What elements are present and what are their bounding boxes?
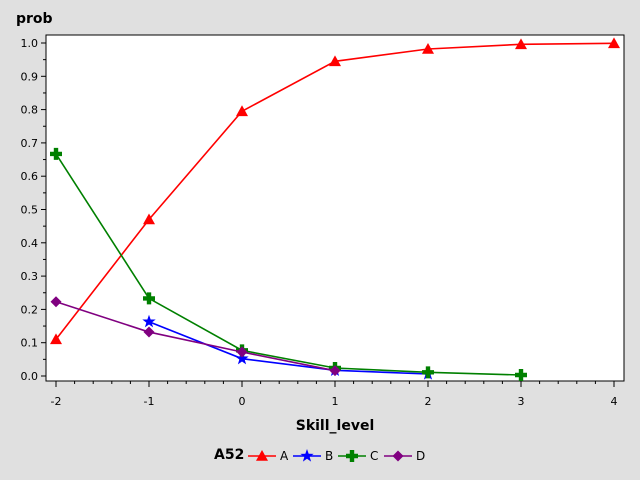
- series-point-a: [50, 333, 62, 345]
- y-tick-label: 0.8: [21, 104, 39, 117]
- series-point-c: [143, 292, 155, 305]
- legend-label-a: A: [280, 449, 289, 463]
- y-axis: 0.0 0.1 0.2 0.3 0.4 0.5 0.6 0.7 0.8 0.9 1.0: [21, 37, 46, 383]
- series-layer: [50, 37, 620, 382]
- series-point-d: [50, 296, 62, 308]
- y-tick-label: 0.6: [21, 170, 39, 183]
- series-point-c: [422, 366, 434, 379]
- series-point-d: [236, 346, 248, 358]
- series-point-a: [422, 42, 434, 54]
- x-axis: -2 -1 0 1 2 3 4: [51, 381, 618, 408]
- series-line-b: [148, 320, 429, 375]
- x-tick-label: 1: [332, 395, 339, 408]
- y-tick-label: 0.3: [21, 270, 39, 283]
- series-point-a: [515, 38, 527, 50]
- y-axis-title: prob: [16, 11, 53, 27]
- y-tick-label: 0.4: [21, 237, 39, 250]
- legend-marker-a: [256, 450, 268, 461]
- series-point-a: [608, 37, 620, 49]
- legend-marker-c: [346, 450, 358, 462]
- legend-title: A52: [214, 447, 244, 463]
- y-tick-label: 0.5: [21, 204, 39, 217]
- legend-marker-b: [300, 449, 314, 462]
- series-point-a: [236, 105, 248, 117]
- x-tick-label: 2: [425, 395, 432, 408]
- series-point-c: [50, 147, 62, 160]
- y-tick-label: 0.9: [21, 70, 39, 83]
- legend-label-d: D: [416, 449, 425, 463]
- plot-area: [45, 34, 625, 382]
- series-point-d: [143, 326, 155, 338]
- legend: A52 A B C D: [214, 447, 425, 463]
- series-line-c: [55, 153, 522, 376]
- series-point-b: [235, 351, 249, 365]
- x-tick-label: 0: [239, 395, 246, 408]
- x-axis-title: Skill_level: [296, 418, 375, 434]
- y-tick-label: 0.1: [21, 337, 39, 350]
- series-point-a: [329, 55, 341, 67]
- series-point-c: [515, 369, 527, 382]
- series-point-d: [329, 365, 341, 377]
- y-tick-label: 0.2: [21, 303, 39, 316]
- legend-label-c: C: [370, 449, 378, 463]
- y-tick-label: 1.0: [21, 37, 39, 50]
- series-line-d: [55, 300, 336, 372]
- series-point-a: [143, 213, 155, 225]
- legend-marker-d: [392, 450, 404, 462]
- x-tick-label: 3: [518, 395, 525, 408]
- x-tick-label: -1: [144, 395, 155, 408]
- series-point-b: [142, 314, 156, 328]
- y-tick-label: 0.0: [21, 370, 39, 383]
- x-tick-label: 4: [611, 395, 618, 408]
- legend-label-b: B: [325, 449, 333, 463]
- y-tick-label: 0.7: [21, 137, 39, 150]
- x-tick-label: -2: [51, 395, 62, 408]
